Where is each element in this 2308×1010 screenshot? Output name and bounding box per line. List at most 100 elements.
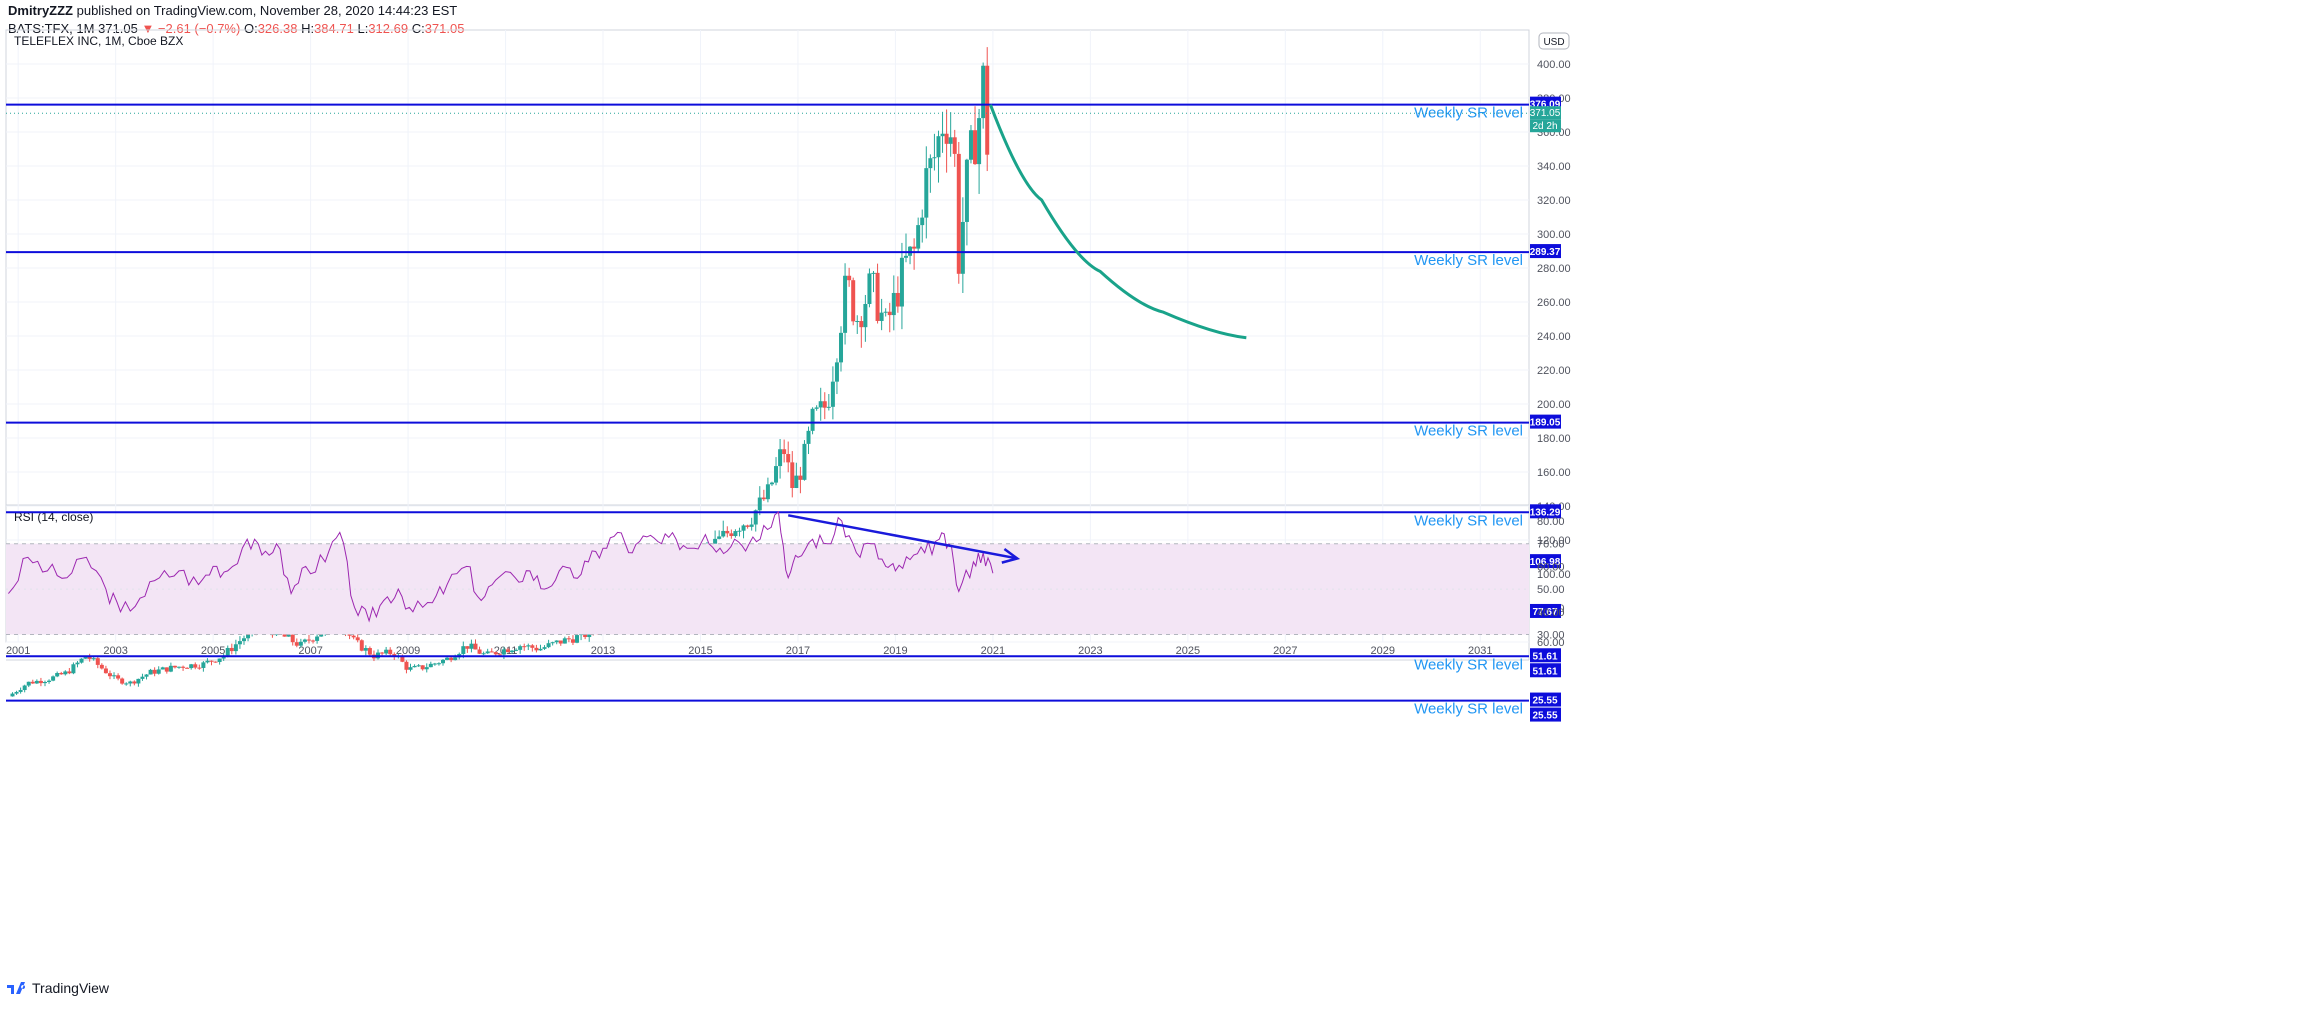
- rsi-tick-label: 30.00: [1537, 630, 1565, 642]
- candle-body: [826, 406, 831, 408]
- rsi-tick-label: 80.00: [1537, 516, 1565, 528]
- time-tick-label: 2001: [6, 645, 30, 657]
- candle-body: [948, 137, 953, 144]
- candle-body: [63, 671, 68, 675]
- close-value: 371.05: [424, 21, 465, 36]
- candle-body: [197, 667, 202, 669]
- candle-body: [67, 671, 72, 674]
- price-tick-label: 60.00: [1537, 637, 1565, 649]
- candle-body: [749, 524, 754, 527]
- candle-body: [103, 668, 108, 674]
- candle-body: [895, 292, 900, 307]
- candle-body: [124, 683, 129, 685]
- publish-line: DmitryZZZ published on TradingView.com, …: [8, 2, 2298, 20]
- candle-body: [522, 646, 527, 648]
- sr-price-tag: [1530, 692, 1561, 707]
- price-tick-label: 340.00: [1537, 161, 1571, 173]
- candle-body: [445, 657, 450, 660]
- candle-body: [99, 664, 104, 669]
- candle-body: [424, 667, 429, 670]
- candle-body: [116, 675, 121, 679]
- price-tick-label: 180.00: [1537, 433, 1571, 445]
- candle-body: [741, 525, 746, 531]
- candle-body: [185, 667, 190, 669]
- price-tick-label: 260.00: [1537, 297, 1571, 309]
- candle-body: [956, 153, 961, 274]
- candle-body: [733, 531, 738, 537]
- candle-body: [721, 530, 726, 537]
- sr-level-text: Weekly SR level: [1414, 252, 1523, 269]
- candle-body: [774, 466, 779, 483]
- sr-level-text: Weekly SR level: [1414, 423, 1523, 440]
- candle-body: [973, 130, 978, 165]
- candle-body: [136, 678, 141, 684]
- last-price: 371.05: [98, 21, 138, 36]
- candle-body: [209, 660, 214, 662]
- candle-body: [229, 647, 234, 652]
- time-tick-label: 2009: [396, 645, 420, 657]
- time-tick-label: 2025: [1176, 645, 1200, 657]
- currency-label: USD: [1543, 37, 1564, 48]
- sr-price-tag-label: 25.55: [1532, 696, 1557, 707]
- candle-body: [47, 680, 52, 683]
- candle-body: [148, 669, 153, 675]
- candle-body: [302, 639, 307, 642]
- candle-body: [518, 646, 523, 650]
- candle-body: [985, 65, 990, 155]
- candle-body: [140, 676, 145, 679]
- candle-body: [172, 665, 177, 668]
- symbol-label: BATS:TFX, 1M: [8, 21, 95, 36]
- candle-body: [725, 530, 730, 534]
- candle-body: [363, 648, 368, 651]
- candle-body: [87, 656, 92, 659]
- candle-body: [790, 462, 795, 489]
- projection-curve: [989, 104, 1247, 340]
- price-tick-label: 280.00: [1537, 263, 1571, 275]
- rsi-tick-label: 60.00: [1537, 561, 1565, 573]
- candle-body: [428, 663, 433, 668]
- candle-body: [891, 292, 896, 316]
- candle-body: [120, 678, 125, 684]
- sr-price-tag-label: 25.55: [1532, 711, 1557, 722]
- candle-body: [936, 136, 941, 158]
- candle-body: [128, 681, 133, 684]
- countdown-tag: [1530, 119, 1561, 133]
- brand-name[interactable]: TradingView: [32, 980, 110, 996]
- candle-body: [960, 221, 965, 274]
- open-label: O:: [243, 21, 258, 36]
- candle-body: [887, 311, 892, 316]
- candle-body: [237, 641, 242, 645]
- author-name[interactable]: DmitryZZZ: [8, 3, 73, 18]
- candle-body: [851, 280, 856, 322]
- candle-body: [847, 275, 852, 281]
- candle-body: [566, 638, 571, 640]
- candle-body: [177, 666, 182, 668]
- chart-canvas[interactable]: 400.00380.00360.00340.00320.00300.00280.…: [0, 0, 2308, 975]
- candle-body: [530, 645, 535, 648]
- sr-price-tag: [1530, 648, 1561, 663]
- candle-body: [416, 665, 421, 667]
- candle-body: [717, 536, 722, 539]
- sr-price-tag: [1530, 554, 1561, 569]
- candle-body: [786, 454, 791, 463]
- candle-body: [843, 275, 848, 333]
- candle-body: [822, 401, 827, 408]
- candle-body: [501, 649, 506, 655]
- candle-body: [355, 637, 360, 641]
- candle-body: [932, 157, 937, 159]
- time-tick-label: 2021: [981, 645, 1005, 657]
- tradingview-logo-icon[interactable]: [6, 981, 28, 995]
- candle-body: [91, 658, 96, 660]
- candle-body: [71, 664, 76, 674]
- candle-body: [160, 667, 165, 670]
- candle-body: [510, 650, 515, 653]
- candle-body: [294, 642, 299, 646]
- candle-body: [550, 642, 555, 644]
- candle-body: [729, 533, 734, 537]
- candle-body: [205, 660, 210, 663]
- candle-body: [526, 645, 531, 647]
- candle-body: [34, 680, 39, 684]
- candle-body: [380, 652, 385, 654]
- candle-body: [400, 655, 405, 662]
- candle-body: [282, 633, 287, 637]
